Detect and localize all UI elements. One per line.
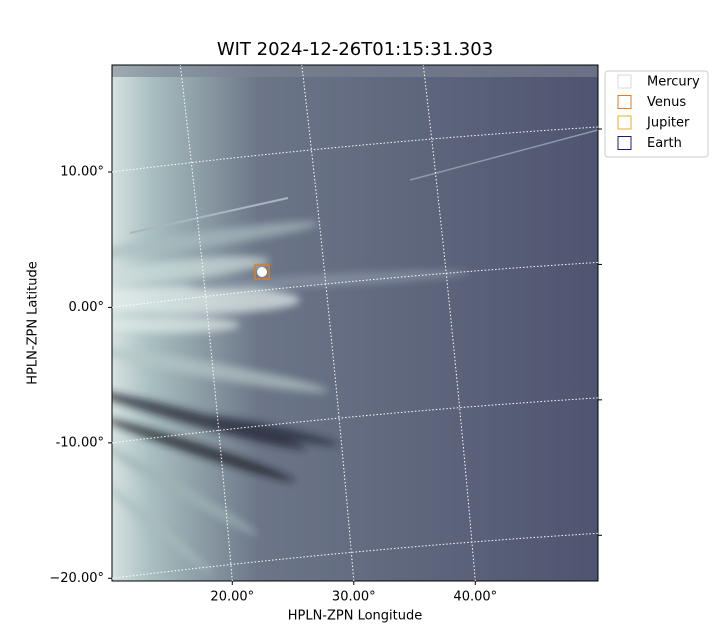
legend-label: Earth [647,136,682,151]
grid-line [112,397,598,444]
y-tick-label: 10.00° [60,164,104,179]
legend-swatch [617,95,632,109]
y-tick-label: -10.00° [56,435,104,450]
grid-line [112,532,598,579]
grid-line [179,65,233,581]
legend: Mercury Venus Jupiter Earth [604,70,709,158]
legend-label: Venus [647,95,686,110]
grid-line [112,261,598,308]
y-axis-label: HPLN-ZPN Latitude [26,261,41,384]
grid-line [112,126,598,173]
x-tick-label: 30.00° [332,590,376,605]
plot-frame [111,64,599,582]
legend-swatch [617,74,632,89]
chart-title: WIT 2024-12-26T01:15:31.303 [217,39,493,60]
x-axis-label: HPLN-ZPN Longitude [288,609,423,624]
sky-image [112,65,598,581]
y-tick-label: 0.00° [69,300,104,315]
legend-label: Mercury [647,75,700,90]
grid [112,65,598,581]
x-tick-label: 40.00° [453,590,497,605]
y-tick-label: −20.00° [49,571,104,586]
legend-swatch [617,136,632,150]
legend-swatch [617,115,632,130]
venus-marker [254,264,270,280]
grid-line [301,65,355,581]
x-tick-label: 20.00° [210,590,254,605]
grid-line [422,65,476,581]
legend-label: Jupiter [646,116,690,131]
